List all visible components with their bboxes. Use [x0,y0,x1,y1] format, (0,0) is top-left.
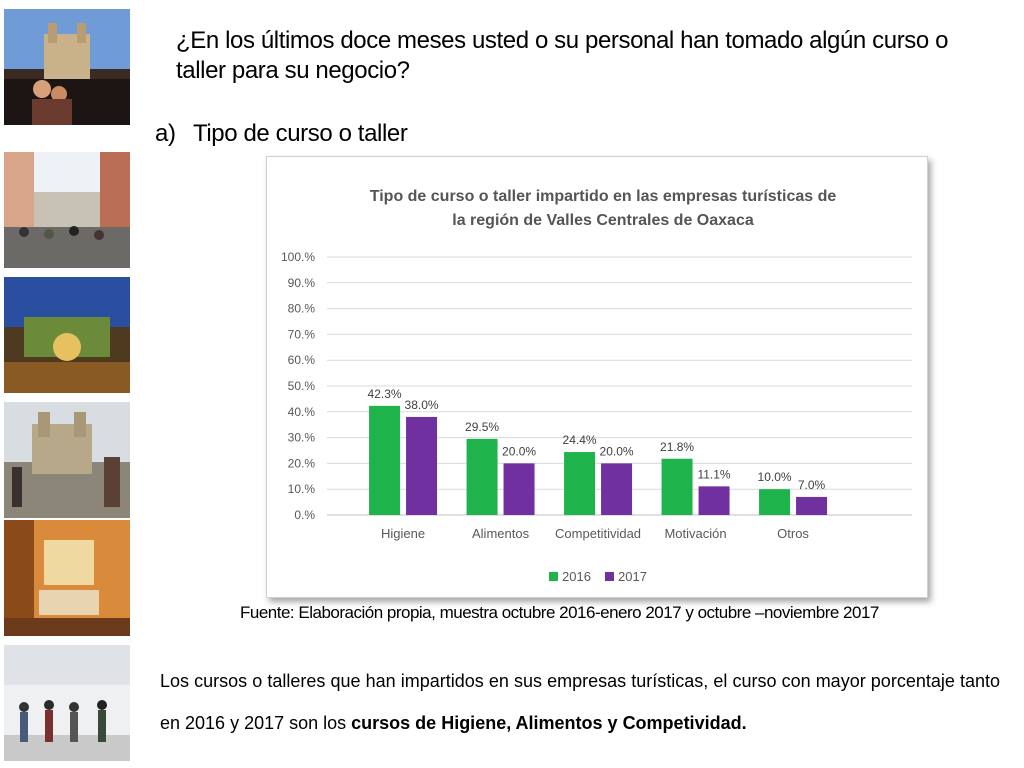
x-axis-categories: Higiene Alimentos Competitividad Motivación… [381,526,809,541]
bars [369,405,828,515]
bar-2017 [796,496,828,515]
chart-title-line1: Tipo de curso o taller impartido en las … [370,188,837,205]
item-number: a) [155,120,176,147]
bar-2016 [759,489,791,515]
conclusion-text: Los cursos o talleres que han impartidos… [160,671,1000,733]
y-tick-label: 10.% [288,482,316,496]
street-crowd-photo [4,152,130,268]
subheading: a) Tipo de curso o taller [155,119,408,149]
y-tick-label: 40.% [288,405,316,419]
legend: 2016 2017 [549,569,647,584]
legend-label: 2017 [618,569,647,584]
x-category-label: Competitividad [555,526,641,541]
data-label: 21.8% [660,440,694,454]
y-tick-label: 20.% [288,456,316,470]
bar-2017 [698,486,730,515]
legend-swatch [549,572,558,581]
x-category-label: Higiene [381,526,425,541]
data-label: 7.0% [798,478,826,492]
garden-night-photo [4,277,130,393]
y-tick-label: 30.% [288,431,316,445]
data-label: 10.0% [758,470,792,484]
data-label: 20.0% [600,444,634,458]
bar-2017 [406,416,438,515]
church-plaza-photo [4,402,130,518]
x-category-label: Motivación [664,526,726,541]
question-heading: ¿En los últimos doce meses usted o su pe… [176,27,949,84]
source-note: Fuente: Elaboración propia, muestra octu… [240,603,879,622]
data-label: 29.5% [465,420,499,434]
data-labels: 42.3%38.0%29.5%20.0%24.4%20.0% 21.8%11.1%… [368,387,826,492]
y-tick-label: 100.% [281,250,315,264]
legend-label: 2016 [562,569,591,584]
data-label: 38.0% [405,398,439,412]
bar-2016 [661,458,693,515]
y-tick-label: 90.% [288,276,316,290]
data-label: 24.4% [563,433,597,447]
x-category-label: Otros [777,526,809,541]
hotel-room-photo [4,520,130,636]
x-category-label: Alimentos [472,526,530,541]
y-tick-label: 50.% [288,379,316,393]
bar-2017 [503,463,535,515]
conclusion-paragraph: Los cursos o talleres que han impartidos… [160,660,1000,744]
data-label: 20.0% [502,444,536,458]
y-tick-label: 60.% [288,353,316,367]
item-label: Tipo de curso o taller [193,120,408,147]
conclusion-emphasis: cursos de Higiene, Alimentos y Competivi… [351,713,747,733]
data-label: 42.3% [368,387,402,401]
chart-container: Tipo de curso o taller impartido en las … [266,156,928,598]
chart-title-line2: la región de Valles Centrales de Oaxaca [452,212,754,229]
oaxaca-cathedral-photo [4,9,130,125]
y-axis-ticks: 0.% 10.% 20.% 30.% 40.% 50.% 60.% 70.% 80.% 90.% 1… [281,250,315,522]
y-tick-label: 0.% [294,508,315,522]
photo-strip [0,0,135,768]
y-tick-label: 70.% [288,327,316,341]
legend-swatch [605,572,614,581]
bar-2016 [564,452,596,515]
y-tick-label: 80.% [288,302,316,316]
bar-2017 [601,463,633,515]
bar-chart: Tipo de curso o taller impartido en las … [281,188,912,584]
data-label: 11.1% [697,467,730,481]
tourists-walking-photo [4,645,130,761]
bar-2016 [369,405,401,515]
bar-2016 [466,438,498,515]
